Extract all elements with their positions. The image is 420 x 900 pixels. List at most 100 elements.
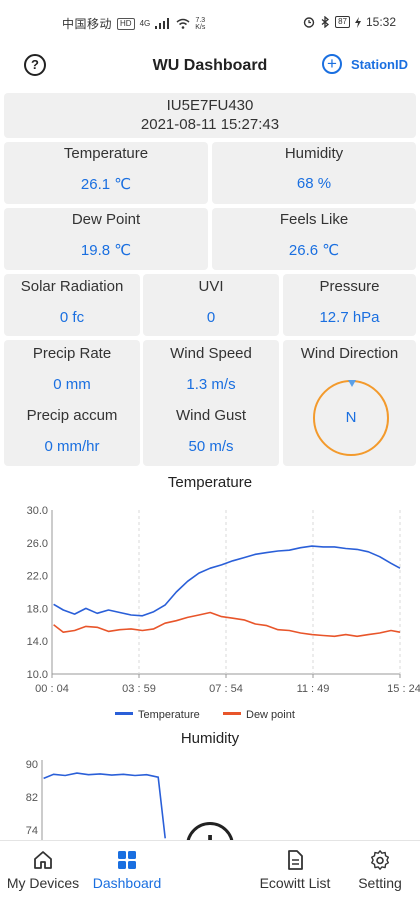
dew-point-card[interactable]: Dew Point 19.8 ℃ bbox=[4, 208, 208, 270]
humidity-card[interactable]: Humidity 68 % bbox=[212, 142, 416, 204]
humidity-label: Humidity bbox=[284, 145, 344, 162]
temperature-card[interactable]: Temperature 26.1 ℃ bbox=[4, 142, 208, 204]
solar-radiation-card[interactable]: Solar Radiation 0 fc bbox=[4, 274, 140, 336]
page-title: WU Dashboard bbox=[152, 57, 268, 74]
station-id-label: StationID bbox=[350, 56, 408, 72]
nav-ecowitt-list[interactable]: Ecowitt List bbox=[252, 849, 338, 891]
wind-gust-label: Wind Gust bbox=[175, 407, 247, 424]
station-id-button[interactable]: + StationID bbox=[321, 54, 408, 74]
wind-direction-card[interactable]: Wind Direction N bbox=[283, 340, 416, 466]
nav-dashboard-label: Dashboard bbox=[92, 875, 162, 891]
nav-setting-label: Setting bbox=[358, 875, 402, 891]
precip-rate-label: Precip Rate bbox=[32, 345, 112, 362]
document-icon bbox=[288, 850, 303, 870]
precip-rate-value: 0 mm bbox=[53, 376, 91, 393]
temp-y-tick-label: 30.0 bbox=[27, 505, 48, 517]
signal-icon bbox=[155, 18, 170, 29]
temp-y-tick-label: 22.0 bbox=[27, 571, 48, 583]
nav-my-devices[interactable]: My Devices bbox=[3, 849, 83, 891]
feels-like-label: Feels Like bbox=[279, 211, 349, 228]
help-button[interactable]: ? bbox=[24, 54, 46, 76]
hd-badge: HD bbox=[117, 17, 135, 30]
precip-accum-label: Precip accum bbox=[26, 407, 118, 424]
humidity-value: 68 % bbox=[296, 175, 332, 192]
wind-direction-label: Wind Direction bbox=[300, 345, 399, 362]
temp-y-tick-label: 14.0 bbox=[27, 636, 48, 648]
temperature-label: Temperature bbox=[63, 145, 149, 162]
pressure-label: Pressure bbox=[319, 278, 380, 295]
humidity-chart-title: Humidity bbox=[180, 730, 240, 747]
carrier-name: 中国移动 bbox=[62, 17, 113, 31]
wind-speed-label: Wind Speed bbox=[170, 345, 252, 362]
dew-point-label: Dew Point bbox=[71, 211, 141, 228]
network-type: 4G bbox=[139, 19, 151, 28]
temp-y-tick-label: 18.0 bbox=[27, 603, 48, 615]
legend-temperature-label: Temperature bbox=[138, 709, 200, 721]
legend-dew-swatch bbox=[223, 712, 241, 715]
app-header: ? WU Dashboard + StationID bbox=[0, 44, 420, 90]
temp-y-tick-label: 10.0 bbox=[27, 669, 48, 681]
clock: 15:32 bbox=[365, 15, 396, 29]
humidity-chart: 90 82 74 bbox=[26, 759, 166, 842]
temperature-chart: 30.0 26.0 22.0 18.0 14.0 10.0 00 : 04 03 : 59 0… bbox=[27, 505, 420, 721]
temp-y-tick-label: 26.0 bbox=[27, 538, 48, 550]
pressure-value: 12.7 hPa bbox=[319, 309, 380, 326]
dashboard-grid-icon bbox=[118, 851, 136, 869]
wind-gust-value: 50 m/s bbox=[188, 438, 234, 455]
net-speed-value: 7.3 bbox=[195, 16, 206, 24]
status-right: 87 15:32 bbox=[303, 15, 396, 29]
temp-x-tick-label: 07 : 54 bbox=[209, 683, 243, 695]
home-icon bbox=[34, 851, 52, 869]
wind-direction-value: N bbox=[345, 409, 357, 426]
uvi-label: UVI bbox=[198, 278, 224, 295]
bluetooth-icon bbox=[321, 16, 330, 28]
net-speed: 7.3 K/s bbox=[195, 17, 205, 31]
nav-dashboard[interactable]: Dashboard bbox=[88, 849, 166, 891]
feels-like-value: 26.6 ℃ bbox=[288, 242, 340, 259]
temp-x-tick-label: 11 : 49 bbox=[297, 683, 330, 695]
nav-ecowitt-list-label: Ecowitt List bbox=[259, 875, 331, 891]
bottom-navigation: My Devices Dashboard Ecowitt List Settin… bbox=[0, 840, 420, 900]
feels-like-card[interactable]: Feels Like 26.6 ℃ bbox=[212, 208, 416, 270]
temperature-chart-title: Temperature bbox=[167, 474, 253, 491]
station-id: IU5E7FU430 bbox=[166, 97, 254, 114]
humidity-y-tick-label: 82 bbox=[26, 792, 38, 804]
solar-radiation-value: 0 fc bbox=[59, 309, 85, 326]
precip-card[interactable]: Precip Rate 0 mm Precip accum 0 mm/hr bbox=[4, 340, 140, 466]
alarm-icon bbox=[303, 17, 315, 28]
precip-accum-value: 0 mm/hr bbox=[44, 438, 100, 455]
temperature-value: 26.1 ℃ bbox=[80, 176, 132, 193]
compass-needle-icon bbox=[348, 380, 356, 387]
uvi-card[interactable]: UVI 0 bbox=[143, 274, 279, 336]
temperature-series-line bbox=[53, 545, 401, 617]
charging-icon bbox=[354, 16, 361, 28]
wind-card[interactable]: Wind Speed 1.3 m/s Wind Gust 50 m/s bbox=[143, 340, 279, 466]
wind-speed-value: 1.3 m/s bbox=[186, 376, 236, 393]
temp-x-tick-label: 03 : 59 bbox=[122, 683, 156, 695]
wind-compass: N bbox=[313, 380, 389, 456]
add-circle-icon: + bbox=[321, 54, 342, 74]
humidity-y-tick-label: 90 bbox=[26, 759, 38, 771]
status-bar: 中国移动 HD 4G 7.3 K/s 87 15:32 bbox=[0, 0, 420, 44]
temperature-legend: Temperature Dew point bbox=[115, 709, 295, 721]
uvi-value: 0 bbox=[206, 309, 216, 326]
gear-icon bbox=[371, 850, 390, 870]
legend-dew-label: Dew point bbox=[246, 709, 295, 721]
pressure-card[interactable]: Pressure 12.7 hPa bbox=[283, 274, 416, 336]
temp-x-tick-label: 15 : 24 bbox=[387, 683, 420, 695]
humidity-y-tick-label: 74 bbox=[26, 825, 38, 837]
battery-indicator: 87 bbox=[335, 16, 350, 28]
humidity-series-line bbox=[43, 772, 166, 839]
nav-my-devices-label: My Devices bbox=[6, 875, 80, 891]
solar-radiation-label: Solar Radiation bbox=[20, 278, 124, 295]
nav-setting[interactable]: Setting bbox=[346, 849, 414, 891]
legend-temperature-swatch bbox=[115, 712, 133, 715]
station-timestamp: 2021-08-11 15:27:43 bbox=[140, 116, 280, 133]
temp-x-tick-label: 00 : 04 bbox=[35, 683, 69, 695]
dew-point-series-line bbox=[53, 611, 401, 638]
wifi-icon bbox=[176, 18, 190, 29]
net-speed-unit: K/s bbox=[195, 23, 206, 31]
station-info-card: IU5E7FU430 2021-08-11 15:27:43 bbox=[4, 93, 416, 138]
status-left: 中国移动 HD 4G 7.3 K/s bbox=[62, 15, 205, 32]
dew-point-value: 19.8 ℃ bbox=[80, 242, 132, 259]
